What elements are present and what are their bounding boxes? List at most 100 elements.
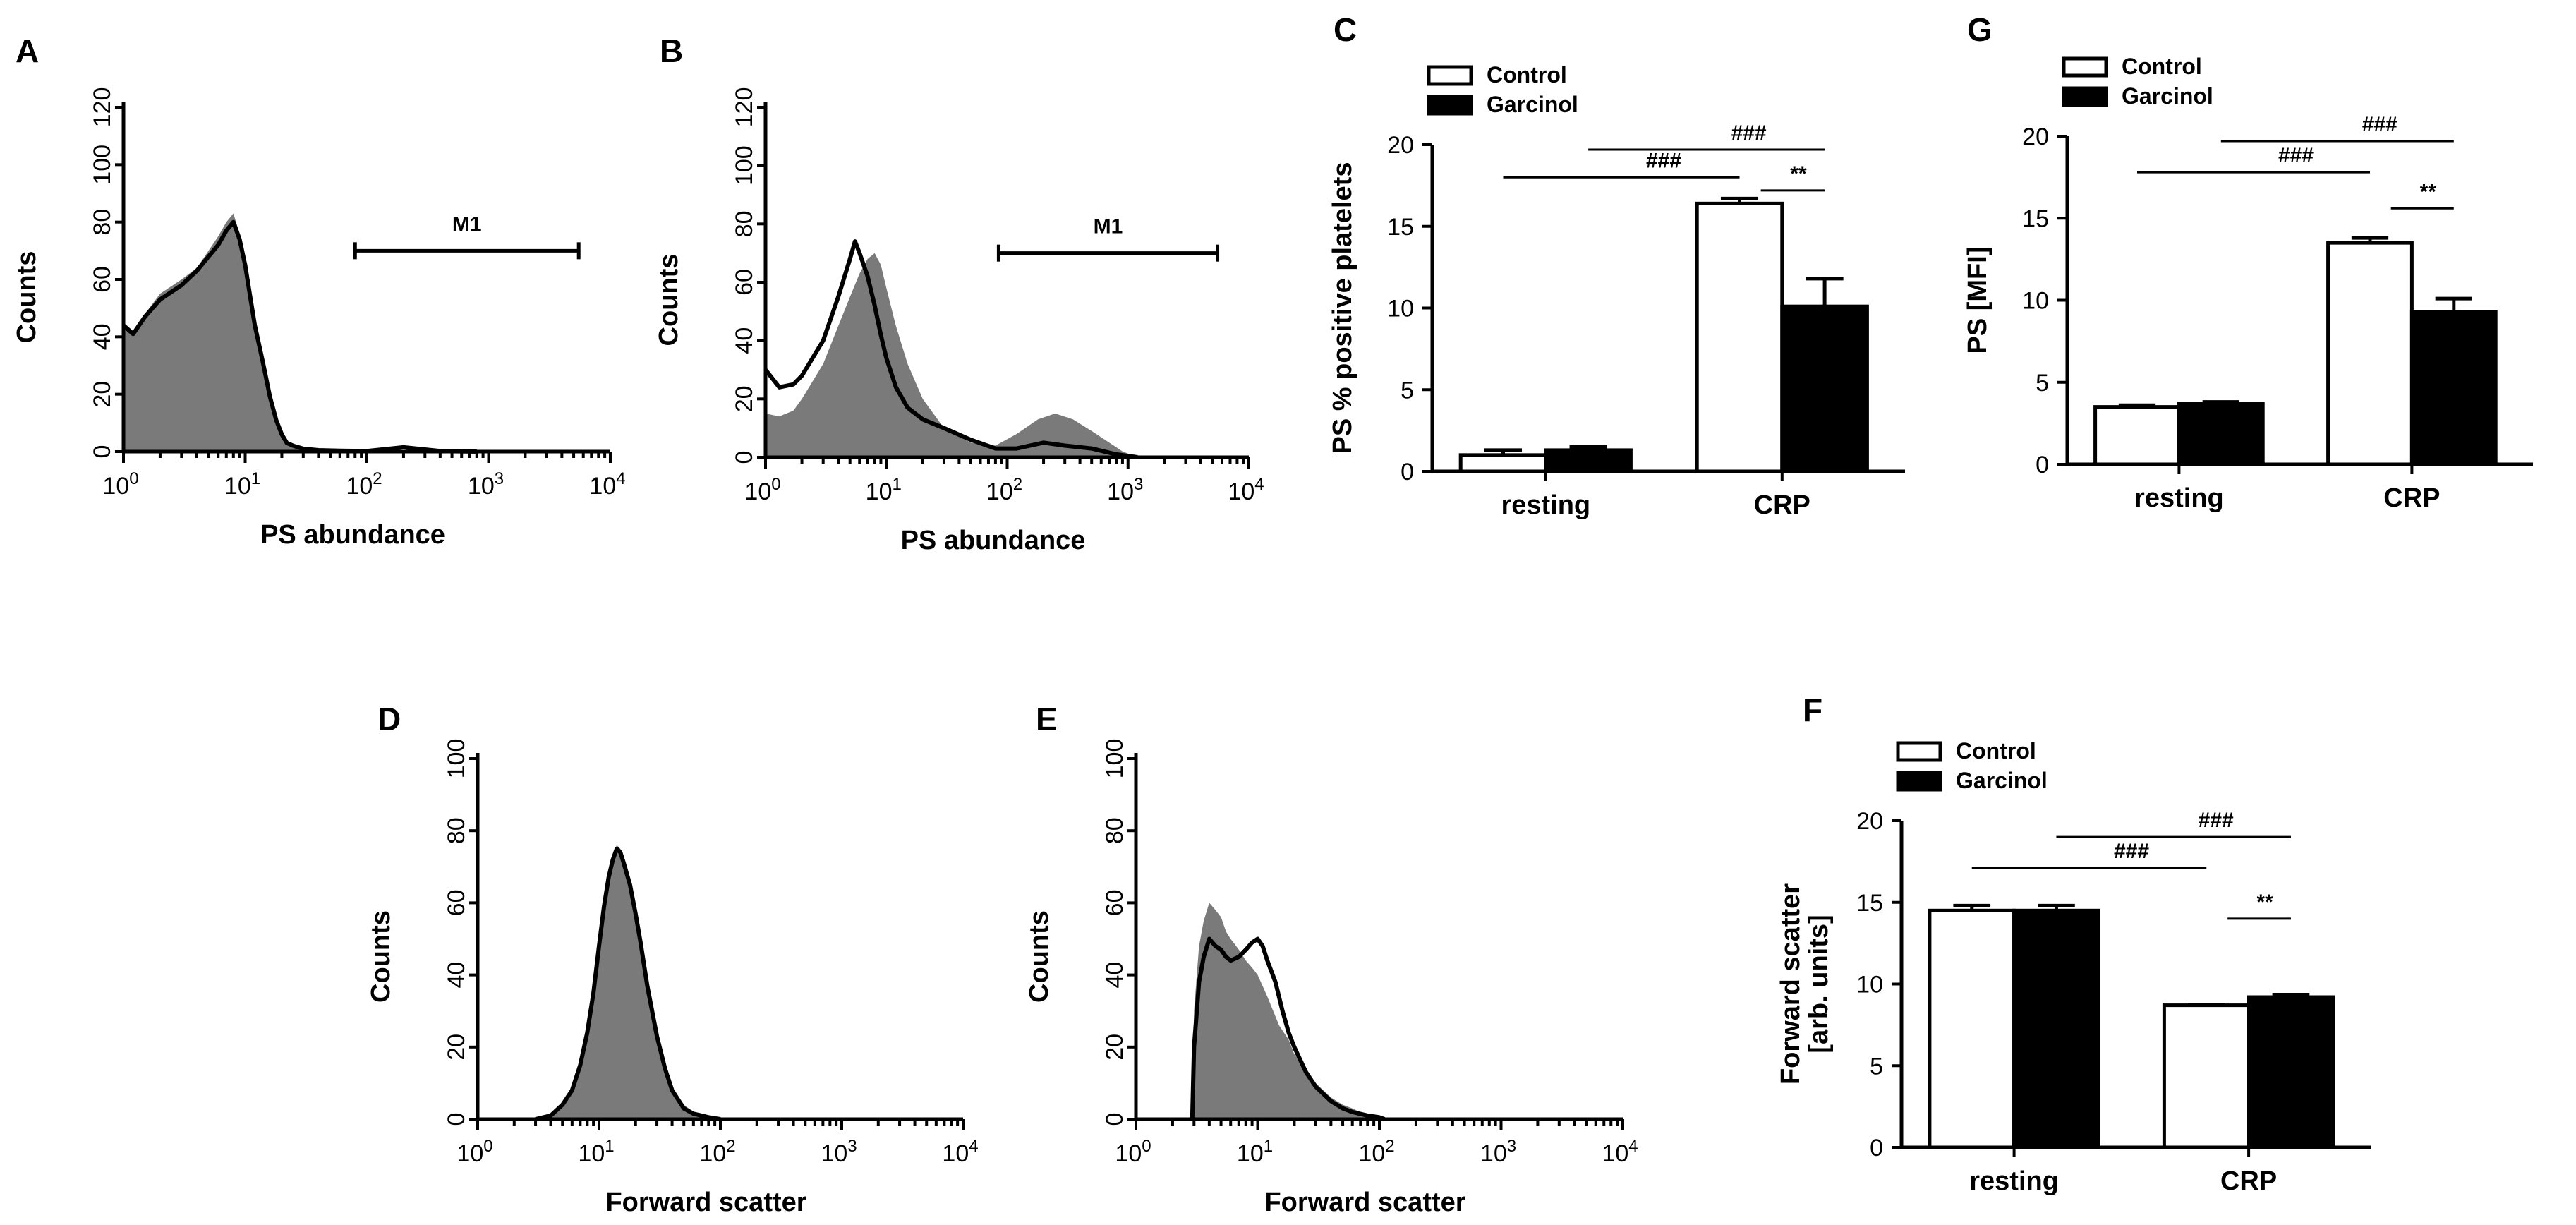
x-tick-base: 10 <box>589 473 616 500</box>
x-tick-base: 10 <box>102 473 129 500</box>
bar-garcinol-crp <box>1780 304 1869 473</box>
x-tick-base: 10 <box>468 473 495 500</box>
x-tick-base: 10 <box>744 478 771 505</box>
x-axis-label: PS abundance <box>260 520 445 550</box>
legend-label-control: Control <box>1487 62 1567 88</box>
panel-label: B <box>660 32 683 69</box>
x-category-label: resting <box>1969 1166 2059 1196</box>
x-tick-base: 10 <box>1480 1140 1507 1167</box>
panel-label: G <box>1967 11 1993 48</box>
x-tick-label: 101 <box>1237 1137 1273 1167</box>
x-tick-exponent: 4 <box>969 1137 978 1156</box>
x-tick-exponent: 0 <box>129 469 138 488</box>
x-tick-label: 100 <box>102 469 138 500</box>
x-tick-label: 102 <box>699 1137 735 1167</box>
y-tick-label: 40 <box>731 327 758 354</box>
y-tick-label: 0 <box>1870 1135 1883 1161</box>
y-tick-label: 80 <box>731 210 758 237</box>
histogram-filled <box>123 213 477 452</box>
x-tick-label: 103 <box>468 469 504 500</box>
x-tick-label: 104 <box>589 469 625 500</box>
legend-label-garcinol: Garcinol <box>2122 83 2213 109</box>
y-tick-label: 5 <box>1401 377 1414 404</box>
legend-swatch-garcinol <box>2062 86 2108 107</box>
panel-c: C 0 5 10 15 20 resting CRP ### ### ** Control Garcin… <box>1328 11 1905 520</box>
bar-control-resting <box>1928 908 2016 1149</box>
legend-label-garcinol: Garcinol <box>1956 768 2048 793</box>
significance-label: ### <box>2278 144 2314 167</box>
bar-control-crp <box>1695 201 1784 473</box>
y-tick-label: 60 <box>1101 889 1128 916</box>
bar-garcinol-crp <box>2247 995 2335 1149</box>
x-tick-exponent: 3 <box>1507 1137 1516 1156</box>
x-tick-label: 101 <box>578 1137 614 1167</box>
legend-label-garcinol: Garcinol <box>1487 92 1578 117</box>
x-tick-base: 10 <box>699 1140 726 1167</box>
x-tick-label: 101 <box>224 469 260 500</box>
y-axis-label: Counts <box>366 910 396 1003</box>
y-axis-label: Counts <box>654 254 684 346</box>
y-tick-label: 40 <box>89 323 116 350</box>
histogram-filled <box>1192 903 1385 1119</box>
marker-m1-label: M1 <box>1094 215 1123 239</box>
y-axis-label: Counts <box>1024 910 1054 1003</box>
x-category-label: CRP <box>1754 490 1810 520</box>
panel-label: D <box>377 701 401 737</box>
x-tick-exponent: 4 <box>1628 1137 1638 1156</box>
x-tick-exponent: 2 <box>726 1137 735 1156</box>
y-tick-label: 80 <box>1101 817 1128 844</box>
x-tick-label: 104 <box>1228 475 1264 505</box>
panel-label: F <box>1803 692 1822 728</box>
panel-label: E <box>1036 701 1058 737</box>
y-tick-label: 0 <box>89 445 116 459</box>
y-tick-label: 20 <box>443 1034 470 1061</box>
histogram-line <box>763 239 1138 459</box>
x-tick-exponent: 1 <box>892 475 901 494</box>
x-tick-base: 10 <box>456 1140 483 1167</box>
y-tick-label: 15 <box>1387 214 1414 241</box>
legend-label-control: Control <box>1956 738 2036 764</box>
x-tick-base: 10 <box>1602 1140 1628 1167</box>
y-tick-label: 0 <box>1101 1113 1128 1126</box>
y-tick-label: 20 <box>731 385 758 412</box>
x-tick-label: 104 <box>942 1137 978 1167</box>
x-tick-exponent: 1 <box>1264 1137 1273 1156</box>
x-tick-base: 10 <box>1228 478 1254 505</box>
y-tick-label: 10 <box>2022 288 2049 315</box>
significance-label: ** <box>2420 180 2437 203</box>
y-tick-label: 10 <box>1387 296 1414 322</box>
bar-garcinol-crp <box>2409 310 2498 466</box>
y-tick-label: 20 <box>1856 808 1883 835</box>
y-tick-label: 5 <box>1870 1053 1883 1080</box>
x-tick-exponent: 2 <box>1013 475 1022 494</box>
y-tick-label: 120 <box>89 88 116 128</box>
y-tick-label: 60 <box>443 889 470 916</box>
x-tick-base: 10 <box>986 478 1013 505</box>
x-tick-exponent: 0 <box>1142 1137 1151 1156</box>
panel-label: C <box>1334 11 1357 48</box>
y-tick-label: 100 <box>1101 739 1128 779</box>
y-tick-label: 80 <box>89 209 116 236</box>
significance-label: ### <box>2114 840 2149 863</box>
x-category-label: resting <box>2134 483 2224 513</box>
x-tick-base: 10 <box>1237 1140 1264 1167</box>
x-tick-base: 10 <box>1107 478 1134 505</box>
x-tick-exponent: 2 <box>373 469 382 488</box>
y-tick-label: 20 <box>89 381 116 408</box>
x-category-label: resting <box>1501 490 1590 520</box>
x-axis-label: Forward scatter <box>605 1188 806 1217</box>
bar-control-crp <box>2162 1003 2251 1149</box>
significance-label: ### <box>1646 149 1681 172</box>
significance-label: ### <box>1731 121 1767 145</box>
y-tick-label: 100 <box>443 739 470 779</box>
x-tick-base: 10 <box>866 478 893 505</box>
y-tick-label: 15 <box>2022 205 2049 232</box>
panel-g: G 0 5 10 15 20 resting CRP ### ### ** Control Garcin… <box>1963 11 2533 513</box>
y-tick-label: 40 <box>1101 962 1128 989</box>
x-tick-label: 103 <box>1107 475 1143 505</box>
x-tick-label: 103 <box>1480 1137 1516 1167</box>
y-axis-label: Forward scatter <box>1776 883 1806 1085</box>
